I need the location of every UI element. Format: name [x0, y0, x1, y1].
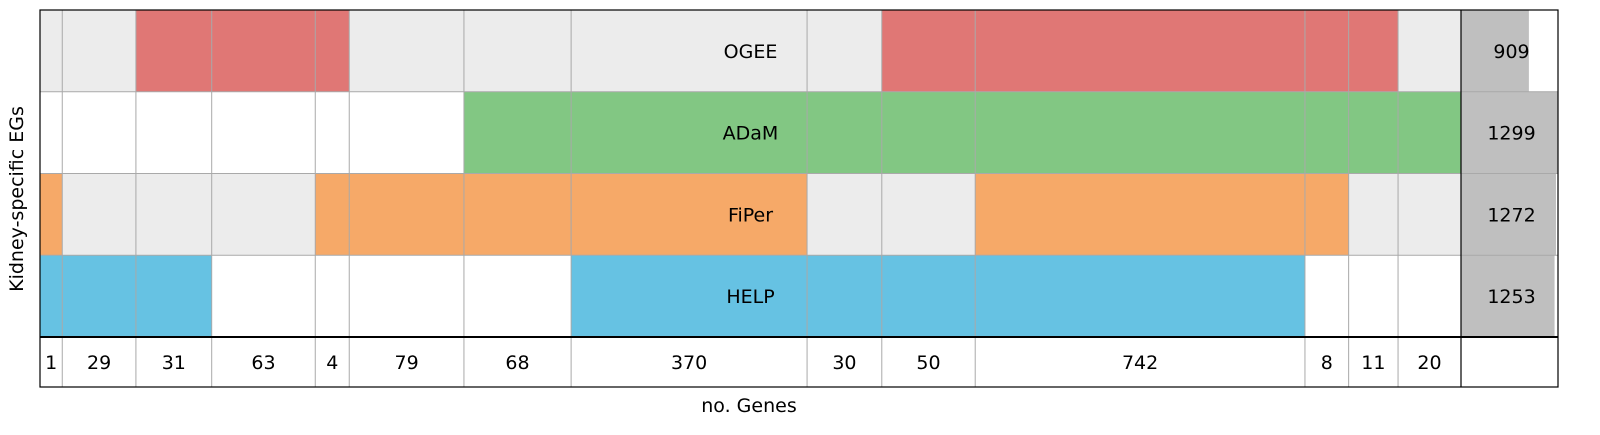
cell-adam-col-12	[1304, 91, 1349, 174]
cell-adam-col-10	[881, 91, 976, 174]
cell-fiper-col-6	[349, 173, 465, 256]
count-label: 68	[505, 352, 529, 374]
cell-help-col-7	[463, 255, 572, 338]
cell-help-col-9	[807, 255, 883, 338]
total-label-help: 1253	[1487, 286, 1535, 308]
cell-adam-col-3	[135, 91, 213, 174]
count-label: 50	[916, 352, 940, 374]
cell-fiper-col-1	[40, 173, 63, 256]
cell-adam-col-8	[571, 91, 808, 174]
cell-help-col-1	[40, 255, 63, 338]
cell-adam-col-13	[1348, 91, 1399, 174]
cell-adam-col-9	[807, 91, 883, 174]
set-label-help: HELP	[726, 286, 774, 308]
cell-fiper-col-2	[62, 173, 137, 256]
cell-fiper-col-12	[1304, 173, 1349, 256]
cell-ogee-col-13	[1348, 10, 1399, 93]
total-label-fiper: 1272	[1487, 204, 1535, 226]
set-labels: OGEE ADaM FiPer HELP	[723, 41, 779, 308]
cell-help-col-3	[135, 255, 213, 338]
cell-ogee-col-6	[349, 10, 465, 93]
x-axis-label: no. Genes	[701, 395, 796, 417]
cell-fiper-col-10	[881, 173, 976, 256]
set-totals-panel: 909 1299 1272 1253	[1461, 10, 1558, 338]
cell-adam-col-14	[1398, 91, 1462, 174]
grid-lines	[40, 10, 1461, 387]
cell-fiper-col-11	[975, 173, 1306, 256]
cell-help-col-14	[1398, 255, 1462, 338]
cell-ogee-col-4	[211, 10, 316, 93]
cell-help-col-4	[211, 255, 316, 338]
cell-fiper-col-4	[211, 173, 316, 256]
cell-adam-col-4	[211, 91, 316, 174]
cell-fiper-col-9	[807, 173, 883, 256]
total-label-adam: 1299	[1487, 123, 1535, 145]
y-axis-label: Kidney-specific EGs	[6, 106, 28, 292]
cell-help-col-2	[62, 255, 137, 338]
cell-help-col-5	[315, 255, 350, 338]
cell-ogee-col-1	[40, 10, 63, 93]
cell-ogee-col-8	[571, 10, 808, 93]
cell-ogee-col-11	[975, 10, 1306, 93]
total-bar-fiper	[1461, 173, 1556, 256]
count-label: 20	[1417, 352, 1441, 374]
count-label: 1	[45, 352, 57, 374]
count-label: 29	[87, 352, 111, 374]
cell-adam-col-5	[315, 91, 350, 174]
cell-help-col-10	[881, 255, 976, 338]
count-label: 63	[251, 352, 275, 374]
count-label: 79	[394, 352, 418, 374]
chart-frame	[39, 9, 1559, 388]
cell-fiper-col-13	[1348, 173, 1399, 256]
set-label-fiper: FiPer	[728, 204, 773, 226]
cell-fiper-col-14	[1398, 173, 1462, 256]
set-label-ogee: OGEE	[724, 41, 778, 63]
total-bar-help	[1461, 255, 1555, 338]
count-label: 8	[1321, 352, 1333, 374]
total-bar-ogee	[1461, 10, 1529, 93]
count-label: 4	[326, 352, 338, 374]
total-bar-adam	[1461, 91, 1558, 174]
cell-ogee-col-7	[463, 10, 572, 93]
count-row: 1 29 31 63 4 79 68 370 30 50 742 8 11 20	[45, 352, 1442, 374]
cell-adam-col-7	[463, 91, 572, 174]
cell-ogee-col-9	[807, 10, 883, 93]
count-label: 370	[671, 352, 707, 374]
set-label-adam: ADaM	[723, 123, 779, 145]
cell-ogee-col-10	[881, 10, 976, 93]
cell-ogee-col-3	[135, 10, 213, 93]
cell-fiper-col-8	[571, 173, 808, 256]
count-label: 31	[162, 352, 186, 374]
cell-ogee-col-14	[1398, 10, 1462, 93]
cell-help-col-11	[975, 255, 1306, 338]
cell-help-col-12	[1304, 255, 1349, 338]
count-label: 30	[832, 352, 856, 374]
count-label: 742	[1122, 352, 1158, 374]
cell-adam-col-11	[975, 91, 1306, 174]
cell-adam-col-6	[349, 91, 465, 174]
cell-fiper-col-3	[135, 173, 213, 256]
total-label-ogee: 909	[1493, 41, 1529, 63]
cell-ogee-col-5	[315, 10, 350, 93]
count-label: 11	[1361, 352, 1385, 374]
cell-ogee-col-2	[62, 10, 137, 93]
cell-adam-col-1	[40, 91, 63, 174]
cell-help-col-6	[349, 255, 465, 338]
outer-frame	[39, 9, 1559, 388]
cell-fiper-col-7	[463, 173, 572, 256]
cell-fiper-col-5	[315, 173, 350, 256]
cell-help-col-8	[571, 255, 808, 338]
cell-help-col-13	[1348, 255, 1399, 338]
cell-ogee-col-12	[1304, 10, 1349, 93]
cell-adam-col-2	[62, 91, 137, 174]
intersection-grid	[40, 10, 1462, 338]
